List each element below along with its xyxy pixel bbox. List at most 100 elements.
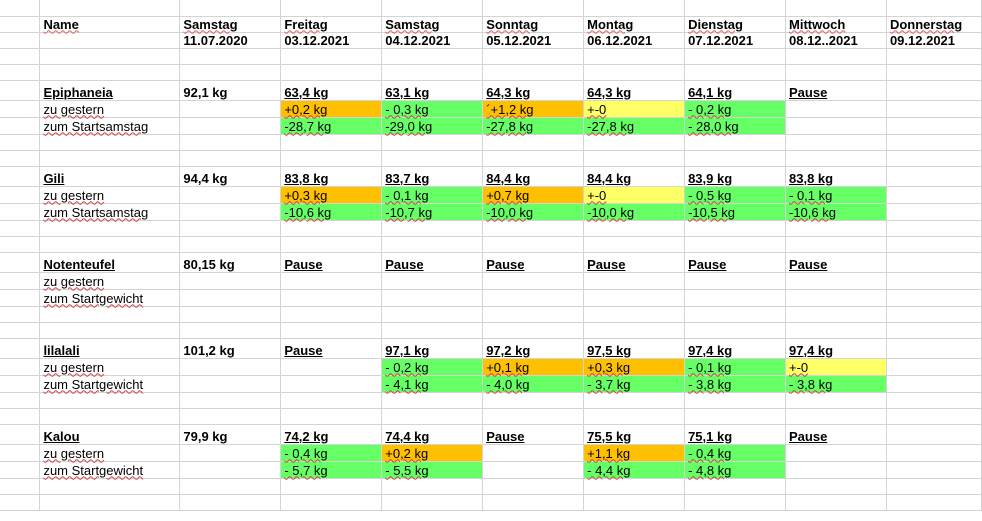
total-cell[interactable] — [482, 289, 585, 307]
empty-cell[interactable] — [583, 0, 686, 17]
diff-cell[interactable]: +1,1 kg — [583, 444, 686, 462]
empty-cell[interactable] — [381, 306, 484, 323]
row-gutter-cell[interactable] — [0, 203, 41, 221]
empty-cell[interactable] — [482, 392, 585, 409]
weight-cell[interactable]: 75,1 kg — [684, 424, 786, 445]
empty-cell[interactable] — [482, 408, 585, 425]
row-gutter-cell[interactable] — [0, 252, 41, 273]
empty-cell[interactable] — [684, 150, 786, 167]
date-header[interactable]: 06.12.2021 — [583, 32, 686, 49]
empty-cell[interactable] — [39, 220, 181, 237]
diff-cell[interactable] — [179, 272, 282, 290]
diff-cell[interactable]: +0,1 kg — [482, 358, 585, 376]
empty-cell[interactable] — [482, 64, 585, 81]
empty-cell[interactable] — [0, 64, 41, 81]
total-cell[interactable]: -10,7 kg — [381, 203, 484, 221]
total-cell[interactable] — [886, 203, 982, 221]
total-cell[interactable] — [785, 289, 887, 307]
total-cell[interactable] — [179, 375, 282, 393]
empty-cell[interactable] — [583, 306, 686, 323]
empty-cell[interactable] — [280, 64, 383, 81]
total-cell[interactable]: -29,0 kg — [381, 117, 484, 135]
diff-cell[interactable]: +0,2 kg — [381, 444, 484, 462]
date-header[interactable]: 04.12.2021 — [381, 32, 484, 49]
weight-cell[interactable]: 64,1 kg — [684, 80, 786, 101]
empty-cell[interactable] — [886, 236, 982, 253]
weight-cell[interactable]: 83,9 kg — [684, 166, 786, 187]
total-label[interactable]: zum Startgewicht — [39, 289, 181, 307]
total-cell[interactable] — [785, 461, 887, 479]
total-cell[interactable]: -10,6 kg — [785, 203, 887, 221]
diff-cell[interactable]: +-0 — [583, 100, 686, 118]
diff-cell[interactable]: - 0,2 kg — [684, 100, 786, 118]
total-cell[interactable]: - 5,5 kg — [381, 461, 484, 479]
total-label[interactable]: zum Startgewicht — [39, 461, 181, 479]
empty-cell[interactable] — [684, 478, 786, 495]
diff-cell[interactable]: - 0,1 kg — [785, 186, 887, 204]
diff-cell[interactable] — [482, 272, 585, 290]
row-gutter-cell[interactable] — [0, 289, 41, 307]
weight-cell[interactable] — [886, 166, 982, 187]
empty-cell[interactable] — [785, 220, 887, 237]
empty-cell[interactable] — [39, 306, 181, 323]
empty-cell[interactable] — [0, 48, 41, 65]
diff-cell[interactable] — [785, 272, 887, 290]
diff-cell[interactable]: - 0,3 kg — [381, 100, 484, 118]
weight-cell[interactable]: 92,1 kg — [179, 80, 282, 101]
total-cell[interactable] — [785, 117, 887, 135]
total-cell[interactable] — [381, 289, 484, 307]
empty-cell[interactable] — [0, 220, 41, 237]
empty-cell[interactable] — [179, 150, 282, 167]
row-gutter-cell[interactable] — [0, 272, 41, 290]
total-cell[interactable]: -28,7 kg — [280, 117, 383, 135]
diff-cell[interactable]: +0,3 kg — [583, 358, 686, 376]
empty-cell[interactable] — [39, 150, 181, 167]
empty-cell[interactable] — [785, 0, 887, 17]
weight-cell[interactable]: 97,4 kg — [684, 338, 786, 359]
weight-cell[interactable]: Pause — [280, 252, 383, 273]
empty-cell[interactable] — [381, 322, 484, 339]
weight-cell[interactable]: 83,8 kg — [785, 166, 887, 187]
empty-cell[interactable] — [886, 48, 982, 65]
weight-cell[interactable]: 64,3 kg — [583, 80, 686, 101]
weight-cell[interactable]: 97,1 kg — [381, 338, 484, 359]
row-gutter-cell[interactable] — [0, 16, 41, 33]
empty-cell[interactable] — [381, 236, 484, 253]
empty-cell[interactable] — [39, 32, 181, 49]
diff-cell[interactable] — [179, 186, 282, 204]
empty-cell[interactable] — [482, 236, 585, 253]
total-label[interactable]: zum Startsamstag — [39, 203, 181, 221]
diff-cell[interactable] — [482, 444, 585, 462]
row-gutter-cell[interactable] — [0, 358, 41, 376]
diff-cell[interactable]: +0,2 kg — [280, 100, 383, 118]
empty-cell[interactable] — [179, 236, 282, 253]
weight-cell[interactable]: Pause — [785, 252, 887, 273]
empty-cell[interactable] — [39, 322, 181, 339]
empty-cell[interactable] — [179, 64, 282, 81]
empty-cell[interactable] — [280, 392, 383, 409]
total-cell[interactable] — [886, 117, 982, 135]
empty-cell[interactable] — [179, 0, 282, 17]
diff-cell[interactable]: - 0,5 kg — [684, 186, 786, 204]
empty-cell[interactable] — [785, 392, 887, 409]
empty-cell[interactable] — [381, 408, 484, 425]
total-cell[interactable]: - 3,7 kg — [583, 375, 686, 393]
empty-cell[interactable] — [0, 134, 41, 151]
weight-cell[interactable]: Pause — [482, 424, 585, 445]
empty-cell[interactable] — [0, 478, 41, 495]
empty-cell[interactable] — [482, 134, 585, 151]
empty-cell[interactable] — [886, 494, 982, 511]
empty-cell[interactable] — [583, 236, 686, 253]
empty-cell[interactable] — [381, 64, 484, 81]
empty-cell[interactable] — [39, 392, 181, 409]
empty-cell[interactable] — [886, 478, 982, 495]
total-cell[interactable]: -10,0 kg — [482, 203, 585, 221]
total-cell[interactable] — [583, 289, 686, 307]
total-cell[interactable]: - 28,0 kg — [684, 117, 786, 135]
total-cell[interactable]: - 4,4 kg — [583, 461, 686, 479]
empty-cell[interactable] — [280, 494, 383, 511]
empty-cell[interactable] — [785, 408, 887, 425]
total-cell[interactable]: -27,8 kg — [482, 117, 585, 135]
diff-cell[interactable] — [785, 100, 887, 118]
empty-cell[interactable] — [684, 0, 786, 17]
